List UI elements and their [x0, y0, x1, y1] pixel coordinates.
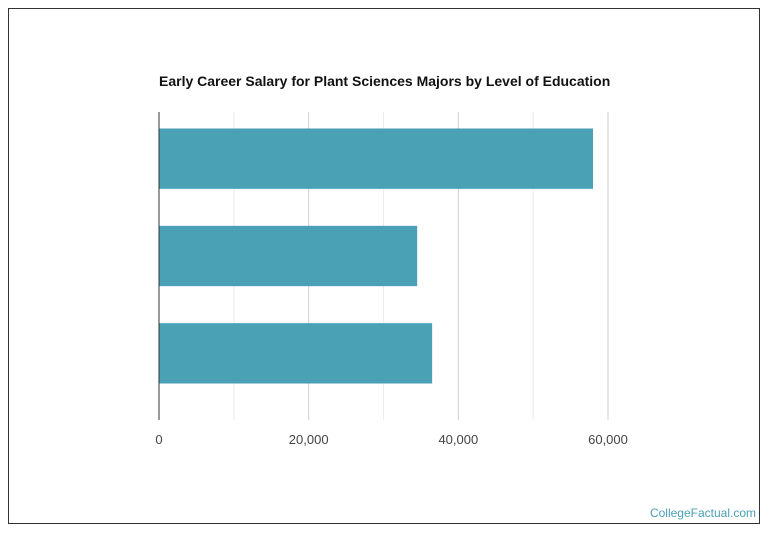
x-tick-label: 20,000 [289, 432, 329, 447]
x-axis-tick-labels: 0 20,000 40,000 60,000 [155, 432, 628, 447]
x-tick-label: 60,000 [588, 432, 628, 447]
bar-1 [159, 128, 594, 189]
watermark: CollegeFactual.com [649, 506, 756, 520]
chart-title: Early Career Salary for Plant Sciences M… [159, 73, 611, 89]
x-tick-label: 0 [155, 432, 162, 447]
bar-2 [159, 225, 418, 287]
bars [159, 128, 594, 384]
bar-3 [159, 323, 433, 384]
x-tick-label: 40,000 [438, 432, 478, 447]
